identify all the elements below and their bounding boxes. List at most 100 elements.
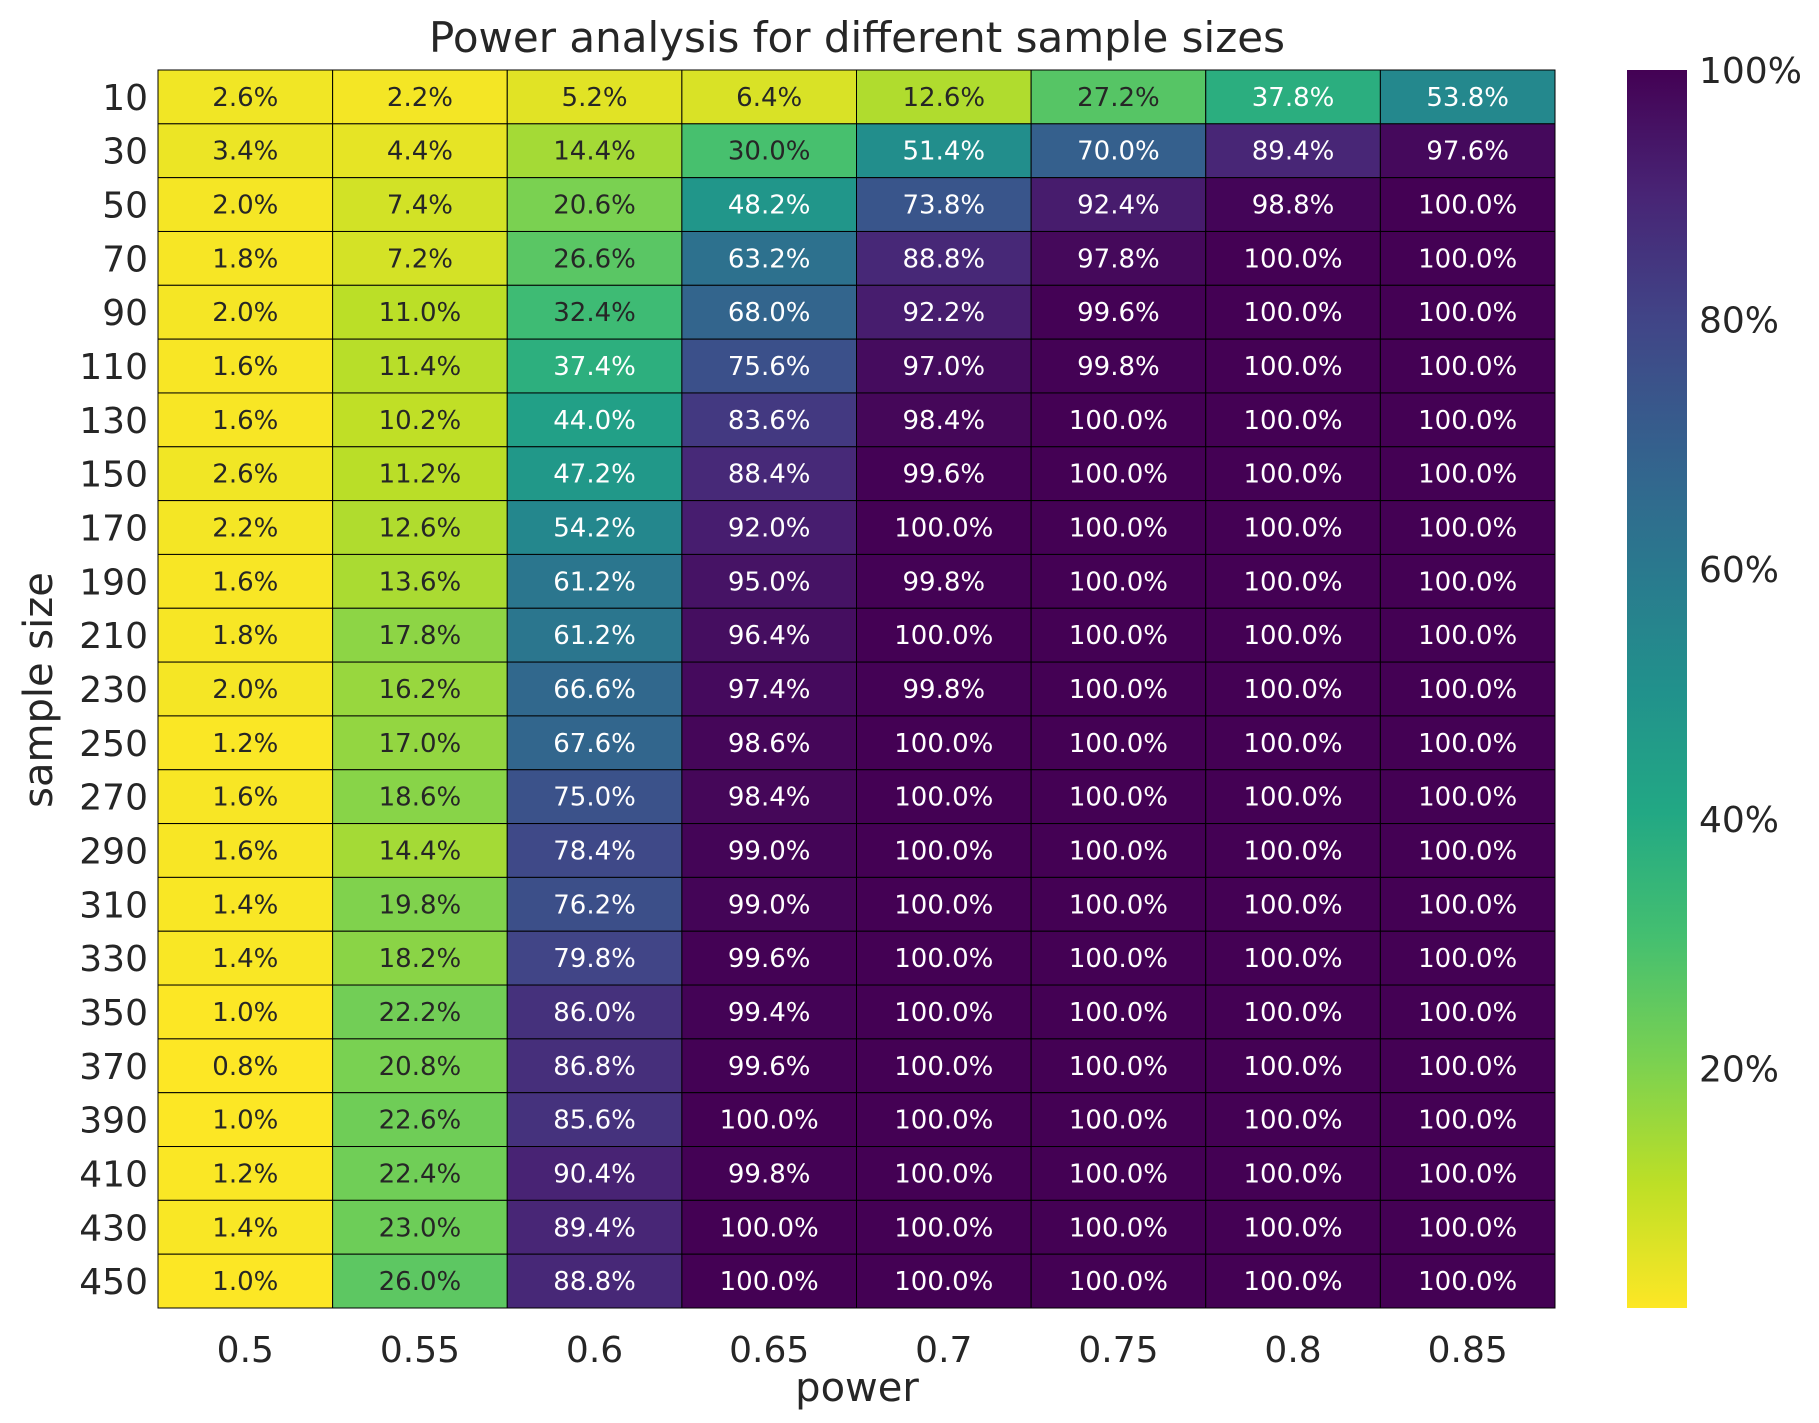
heatmap-cell bbox=[1205, 769, 1381, 825]
heatmap-cell bbox=[856, 230, 1032, 286]
heatmap-cell bbox=[506, 69, 683, 125]
heatmap-cell-label: 100.0% bbox=[894, 783, 993, 813]
heatmap-cell-label: 100.0% bbox=[894, 1106, 993, 1136]
y-tick-label: 30 bbox=[102, 132, 148, 173]
x-tick-label: 0.65 bbox=[729, 1330, 809, 1371]
heatmap-cell-label: 1.6% bbox=[212, 783, 278, 813]
heatmap-cell bbox=[1030, 553, 1207, 609]
heatmap-cell-label: 99.6% bbox=[728, 944, 811, 974]
heatmap-cell bbox=[681, 284, 857, 340]
heatmap-cell bbox=[856, 876, 1032, 932]
y-axis-ticks: 10 30 50 70 90 110 130 150 170 190 210 230 250 270 290… bbox=[79, 78, 148, 1303]
heatmap-cell-label: 75.6% bbox=[728, 352, 811, 382]
heatmap-cell-label: 100.0% bbox=[1418, 1159, 1517, 1189]
heatmap-cell-label: 14.4% bbox=[553, 137, 636, 167]
heatmap-cell bbox=[157, 446, 334, 502]
heatmap-cell-label: 12.6% bbox=[903, 83, 986, 113]
heatmap-cell-label: 68.0% bbox=[728, 298, 811, 328]
heatmap-cell-label: 22.2% bbox=[379, 998, 462, 1028]
y-tick-label: 70 bbox=[102, 239, 148, 280]
heatmap-cell-label: 99.8% bbox=[903, 567, 986, 597]
heatmap-cell-label: 54.2% bbox=[553, 514, 636, 544]
heatmap-cell-label: 100.0% bbox=[1243, 675, 1342, 705]
heatmap-cell-label: 89.4% bbox=[553, 1213, 636, 1243]
heatmap-cell-label: 3.4% bbox=[212, 137, 278, 167]
heatmap-cell bbox=[681, 769, 857, 825]
heatmap-cell-label: 37.8% bbox=[1252, 83, 1335, 113]
heatmap-cell-label: 100.0% bbox=[894, 998, 993, 1028]
heatmap-cell-label: 100.0% bbox=[1418, 298, 1517, 328]
heatmap-cell bbox=[332, 1253, 508, 1309]
heatmap-cell bbox=[681, 607, 857, 663]
heatmap-cell-label: 70.0% bbox=[1077, 137, 1160, 167]
colorbar-tick-label: 100% bbox=[1699, 51, 1802, 92]
heatmap-cell-label: 2.0% bbox=[212, 675, 278, 705]
heatmap-cell-label: 100.0% bbox=[1418, 729, 1517, 759]
heatmap-cell-label: 2.0% bbox=[212, 191, 278, 221]
heatmap-cell bbox=[1030, 769, 1207, 825]
heatmap-cell-label: 92.2% bbox=[903, 298, 986, 328]
heatmap-cell-label: 100.0% bbox=[1069, 621, 1168, 651]
heatmap-cell bbox=[157, 1038, 334, 1094]
heatmap-cell bbox=[1379, 876, 1556, 932]
heatmap-cell bbox=[1379, 930, 1556, 986]
heatmap-cell-label: 100.0% bbox=[1069, 514, 1168, 544]
heatmap-cell bbox=[681, 1092, 857, 1148]
heatmap-cell bbox=[1030, 930, 1207, 986]
heatmap-cell-label: 100.0% bbox=[894, 890, 993, 920]
heatmap-cell bbox=[1379, 1146, 1556, 1201]
heatmap-cell-label: 98.6% bbox=[728, 729, 811, 759]
y-tick-label: 210 bbox=[79, 616, 148, 657]
heatmap-cell-label: 100.0% bbox=[894, 1213, 993, 1243]
colorbar-tick-label: 60% bbox=[1699, 550, 1779, 591]
heatmap-cell bbox=[332, 69, 508, 125]
heatmap-cell bbox=[856, 177, 1032, 232]
y-tick-label: 370 bbox=[79, 1047, 148, 1088]
heatmap-cell-label: 32.4% bbox=[553, 298, 636, 328]
heatmap-cell-label: 1.4% bbox=[212, 944, 278, 974]
heatmap-cell bbox=[1379, 823, 1556, 878]
y-tick-label: 230 bbox=[79, 670, 148, 711]
heatmap-cell bbox=[1379, 123, 1556, 179]
heatmap-cell-label: 100.0% bbox=[1418, 1213, 1517, 1243]
heatmap-cell bbox=[1030, 1038, 1207, 1094]
heatmap-cell-label: 100.0% bbox=[1243, 406, 1342, 436]
colorbar-gradient bbox=[1627, 70, 1687, 1308]
heatmap-cell bbox=[332, 1092, 508, 1148]
x-tick-label: 0.6 bbox=[566, 1330, 623, 1371]
heatmap-cell bbox=[1030, 338, 1207, 394]
y-tick-label: 90 bbox=[102, 293, 148, 334]
heatmap-cell-label: 99.0% bbox=[728, 890, 811, 920]
heatmap-cell-label: 88.8% bbox=[553, 1267, 636, 1297]
heatmap-cell-label: 100.0% bbox=[1243, 890, 1342, 920]
heatmap-cell-label: 75.0% bbox=[553, 783, 636, 813]
heatmap-cell-label: 100.0% bbox=[1243, 1213, 1342, 1243]
heatmap-cell bbox=[1030, 1146, 1207, 1201]
heatmap-cell bbox=[681, 1199, 857, 1255]
y-tick-label: 50 bbox=[102, 186, 148, 227]
heatmap-cell bbox=[1205, 230, 1381, 286]
heatmap-cell-label: 100.0% bbox=[1418, 836, 1517, 866]
heatmap-cell bbox=[332, 338, 508, 394]
heatmap-cell bbox=[157, 876, 334, 932]
heatmap-cell bbox=[506, 823, 683, 878]
heatmap-cell bbox=[506, 230, 683, 286]
heatmap-cell-label: 100.0% bbox=[1069, 729, 1168, 759]
y-tick-label: 130 bbox=[79, 401, 148, 442]
heatmap-cell bbox=[1030, 500, 1207, 555]
heatmap-cell-label: 17.8% bbox=[379, 621, 462, 651]
heatmap-cell bbox=[506, 1038, 683, 1094]
heatmap-cell-label: 7.4% bbox=[387, 191, 453, 221]
x-axis-ticks: 0.5 0.55 0.6 0.65 0.7 0.75 0.8 0.85 bbox=[217, 1330, 1508, 1371]
heatmap-cell-label: 7.2% bbox=[387, 244, 453, 274]
heatmap-cell-label: 1.0% bbox=[212, 1106, 278, 1136]
y-tick-label: 390 bbox=[79, 1101, 148, 1142]
heatmap-cell bbox=[332, 1038, 508, 1094]
heatmap-cell-label: 19.8% bbox=[379, 890, 462, 920]
heatmap-cell bbox=[1030, 123, 1207, 179]
heatmap-cell bbox=[506, 607, 683, 663]
heatmap-cell bbox=[1030, 177, 1207, 232]
y-tick-label: 310 bbox=[79, 885, 148, 926]
heatmap-cell bbox=[1379, 1199, 1556, 1255]
x-tick-label: 0.85 bbox=[1428, 1330, 1508, 1371]
